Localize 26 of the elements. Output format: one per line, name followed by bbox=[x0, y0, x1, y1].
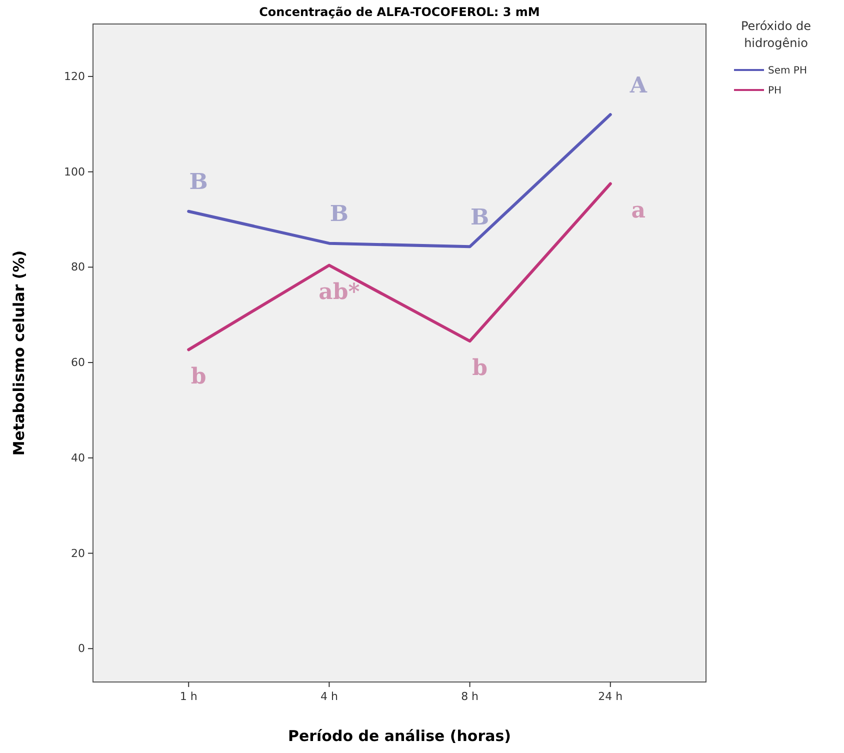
line-series bbox=[187, 113, 612, 248]
y-tick-label: 60 bbox=[71, 356, 85, 370]
y-axis-title: Metabolismo celular (%) bbox=[10, 250, 28, 456]
legend-title: Peróxido de hidrogênio bbox=[740, 19, 812, 50]
annotation: B bbox=[189, 169, 208, 196]
y-tick-label: 100 bbox=[64, 165, 85, 178]
annotation: ab* bbox=[318, 278, 360, 305]
y-tick-label: 40 bbox=[71, 451, 85, 464]
legend-label: PH bbox=[768, 86, 782, 96]
annotation: B bbox=[330, 201, 349, 228]
y-tick-label: 20 bbox=[71, 546, 85, 560]
annotation: b bbox=[190, 363, 206, 390]
annotation: b bbox=[472, 354, 488, 381]
x-tick-label: 1 h bbox=[180, 690, 198, 703]
x-tick-label: 8 h bbox=[461, 690, 479, 703]
y-tick-label: 80 bbox=[71, 260, 85, 274]
annotation: B bbox=[470, 204, 490, 230]
x-axis-title: Período de análise (horas) bbox=[288, 727, 512, 745]
y-tick-label: 0 bbox=[78, 642, 85, 656]
chart-title: Concentração de ALFA-TOCOFEROL: 3 mM bbox=[259, 5, 540, 20]
x-tick-label: 24 h bbox=[598, 690, 623, 703]
annotation: A bbox=[628, 72, 648, 98]
x-tick-label: 4 h bbox=[320, 690, 338, 703]
y-tick-label: 120 bbox=[64, 70, 85, 83]
legend-label: Sem PH bbox=[768, 66, 807, 76]
annotation: a bbox=[631, 197, 646, 224]
